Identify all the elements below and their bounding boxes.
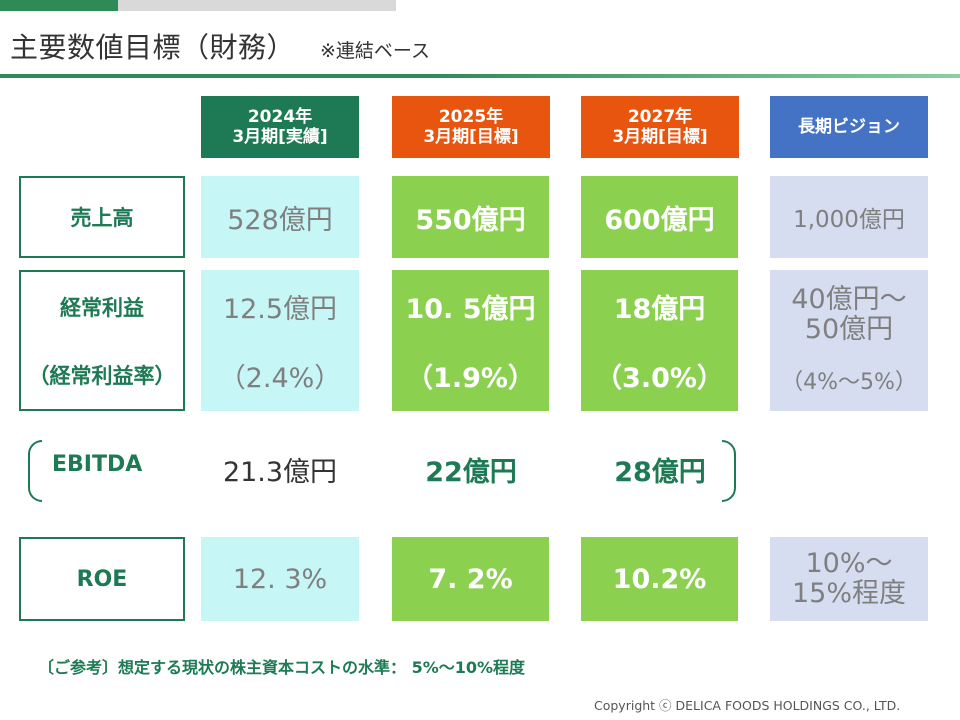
column-header-2025-target: 2025年 3月期[目標] (392, 96, 550, 158)
roe-2025-cell: 7. 2% (392, 537, 549, 621)
roe-vision-cell: 10%～ 15%程度 (770, 537, 928, 621)
column-header-period: 3月期[目標] (423, 127, 519, 147)
ebitda-2024-value: 21.3億円 (222, 457, 338, 488)
ordinary-profit-vision-cell: 40億円～ 50億円 （4%～5%） (770, 270, 928, 411)
page-subtitle: ※連結ベース (320, 40, 430, 62)
ordinary-profit-2027-cell: 18億円 （3.0%） (581, 270, 738, 411)
top-gray-bar (118, 0, 396, 11)
ordinary-profit-rate: （3.0%） (595, 362, 724, 394)
roe-2024-cell: 12. 3% (201, 537, 359, 621)
sales-2024-cell: 528億円 (201, 176, 359, 258)
ordinary-profit-label: 経常利益 (60, 295, 144, 320)
ordinary-profit-vision-line1: 40億円～ (791, 283, 907, 315)
column-header-long-term-vision: 長期ビジョン (770, 96, 928, 158)
ebitda-bracket-left (28, 440, 42, 502)
row-label-ebitda: EBITDA (52, 452, 143, 477)
ebitda-2027-value: 28億円 (614, 457, 706, 488)
ordinary-profit-2024-cell: 12.5億円 （2.4%） (201, 270, 359, 411)
top-accent-bar (0, 0, 118, 11)
row-label-ordinary-profit: 経常利益 （経常利益率） (19, 270, 185, 411)
ebitda-bracket-right (722, 440, 736, 502)
ordinary-profit-rate: （1.9%） (406, 362, 535, 394)
ordinary-profit-value: 12.5億円 (222, 293, 338, 325)
ordinary-profit-value: 10. 5億円 (405, 293, 536, 325)
ordinary-profit-rate-label: （経常利益率） (28, 363, 176, 388)
roe-2027-cell: 10.2% (581, 537, 738, 621)
ordinary-profit-value: 18億円 (613, 293, 706, 325)
reference-note: 〔ご参考〕想定する現状の株主資本コストの水準： 5%～10%程度 (38, 658, 526, 677)
column-header-2027-target: 2027年 3月期[目標] (581, 96, 739, 158)
column-header-year: 2025年 (438, 106, 504, 127)
row-label-sales: 売上高 (19, 176, 185, 258)
row-label-roe: ROE (19, 537, 185, 621)
sales-2025-cell: 550億円 (392, 176, 549, 258)
ordinary-profit-vision-rate: （4%～5%） (781, 370, 917, 396)
column-header-year: 2027年 (627, 106, 693, 127)
title-divider (0, 74, 960, 78)
sales-vision-cell: 1,000億円 (770, 176, 928, 258)
ordinary-profit-rate: （2.4%） (218, 362, 342, 394)
page-title: 主要数値目標（財務） (10, 31, 296, 64)
column-header-year: 2024年 (247, 106, 313, 127)
roe-vision-line1: 10%～ (805, 548, 893, 580)
column-header-2024-actual: 2024年 3月期[実績] (201, 96, 359, 158)
ordinary-profit-2025-cell: 10. 5億円 （1.9%） (392, 270, 549, 411)
roe-vision-line2: 15%程度 (791, 578, 906, 609)
copyright-notice: Copyright ⓒ DELICA FOODS HOLDINGS CO., L… (594, 698, 901, 713)
column-header-period: 3月期[目標] (612, 127, 708, 147)
sales-2027-cell: 600億円 (581, 176, 738, 258)
column-header-period: 3月期[実績] (232, 127, 328, 147)
ordinary-profit-vision-line2: 50億円 (804, 313, 894, 345)
ebitda-2025-value: 22億円 (425, 457, 517, 488)
